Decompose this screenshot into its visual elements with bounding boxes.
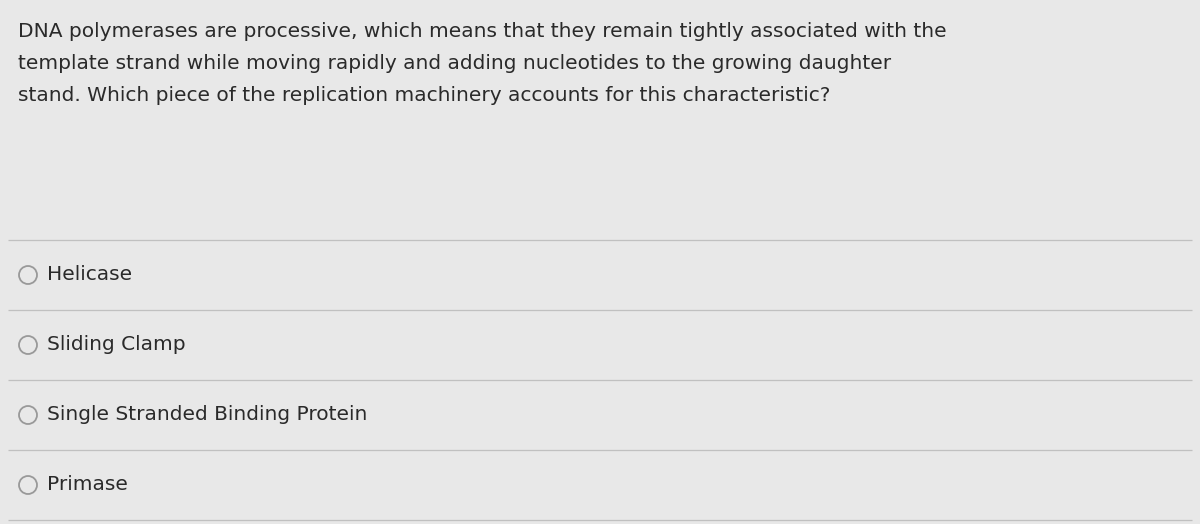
Text: template strand while moving rapidly and adding nucleotides to the growing daugh: template strand while moving rapidly and… (18, 54, 892, 73)
Text: stand. Which piece of the replication machinery accounts for this characteristic: stand. Which piece of the replication ma… (18, 86, 830, 105)
Text: Single Stranded Binding Protein: Single Stranded Binding Protein (47, 406, 367, 424)
Text: Sliding Clamp: Sliding Clamp (47, 335, 186, 355)
Text: Primase: Primase (47, 475, 128, 495)
Text: DNA polymerases are processive, which means that they remain tightly associated : DNA polymerases are processive, which me… (18, 22, 947, 41)
Text: Helicase: Helicase (47, 266, 132, 285)
